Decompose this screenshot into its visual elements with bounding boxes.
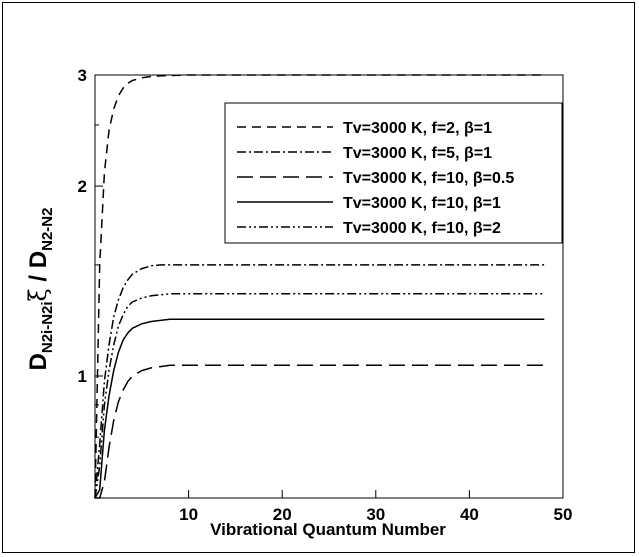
y-label-d2: D [25,251,52,268]
x-axis-ticks: 10 20 30 40 50 [179,490,572,524]
x-tick-label: 40 [460,505,479,524]
y-tick-label: 2 [78,177,87,196]
y-label-xi: ξ [24,288,52,301]
series-line-5 [94,293,545,499]
y-label-sub1: N2i-N2i [39,301,56,353]
legend-box [224,102,563,244]
figure-frame [2,2,635,553]
y-label-slash: / [25,268,52,288]
y-label-d1: D [25,353,52,370]
y-tick-label: 1 [78,367,87,386]
series-line-2 [94,264,545,499]
y-axis-ticks: 1 2 3 [78,66,103,499]
series-line-3 [95,364,545,499]
legend-label-4: Tv=3000 K, f=10, β=1 [343,195,501,212]
x-tick-label: 50 [554,505,573,524]
y-tick-label: 3 [78,66,87,85]
y-label-sub2: N2-N2 [39,208,56,251]
x-axis-label: Vibrational Quantum Number [210,520,446,539]
series-line-4 [94,318,545,499]
legend-label-1: Tv=3000 K, f=2, β=1 [343,120,492,137]
legend-label-5: Tv=3000 K, f=10, β=2 [343,220,501,237]
x-tick-label: 30 [366,505,385,524]
x-tick-label: 10 [179,505,198,524]
series-layer [94,74,545,499]
legend-label-2: Tv=3000 K, f=5, β=1 [343,145,492,162]
axes-box [94,74,564,499]
x-tick-label: 20 [273,505,292,524]
legend: Tv=3000 K, f=2, β=1 Tv=3000 K, f=5, β=1 Tv… [224,102,563,244]
legend-label-3: Tv=3000 K, f=10, β=0.5 [343,170,514,187]
y-axis-label: DN2i-N2iξ / DN2-N2 [24,208,56,371]
